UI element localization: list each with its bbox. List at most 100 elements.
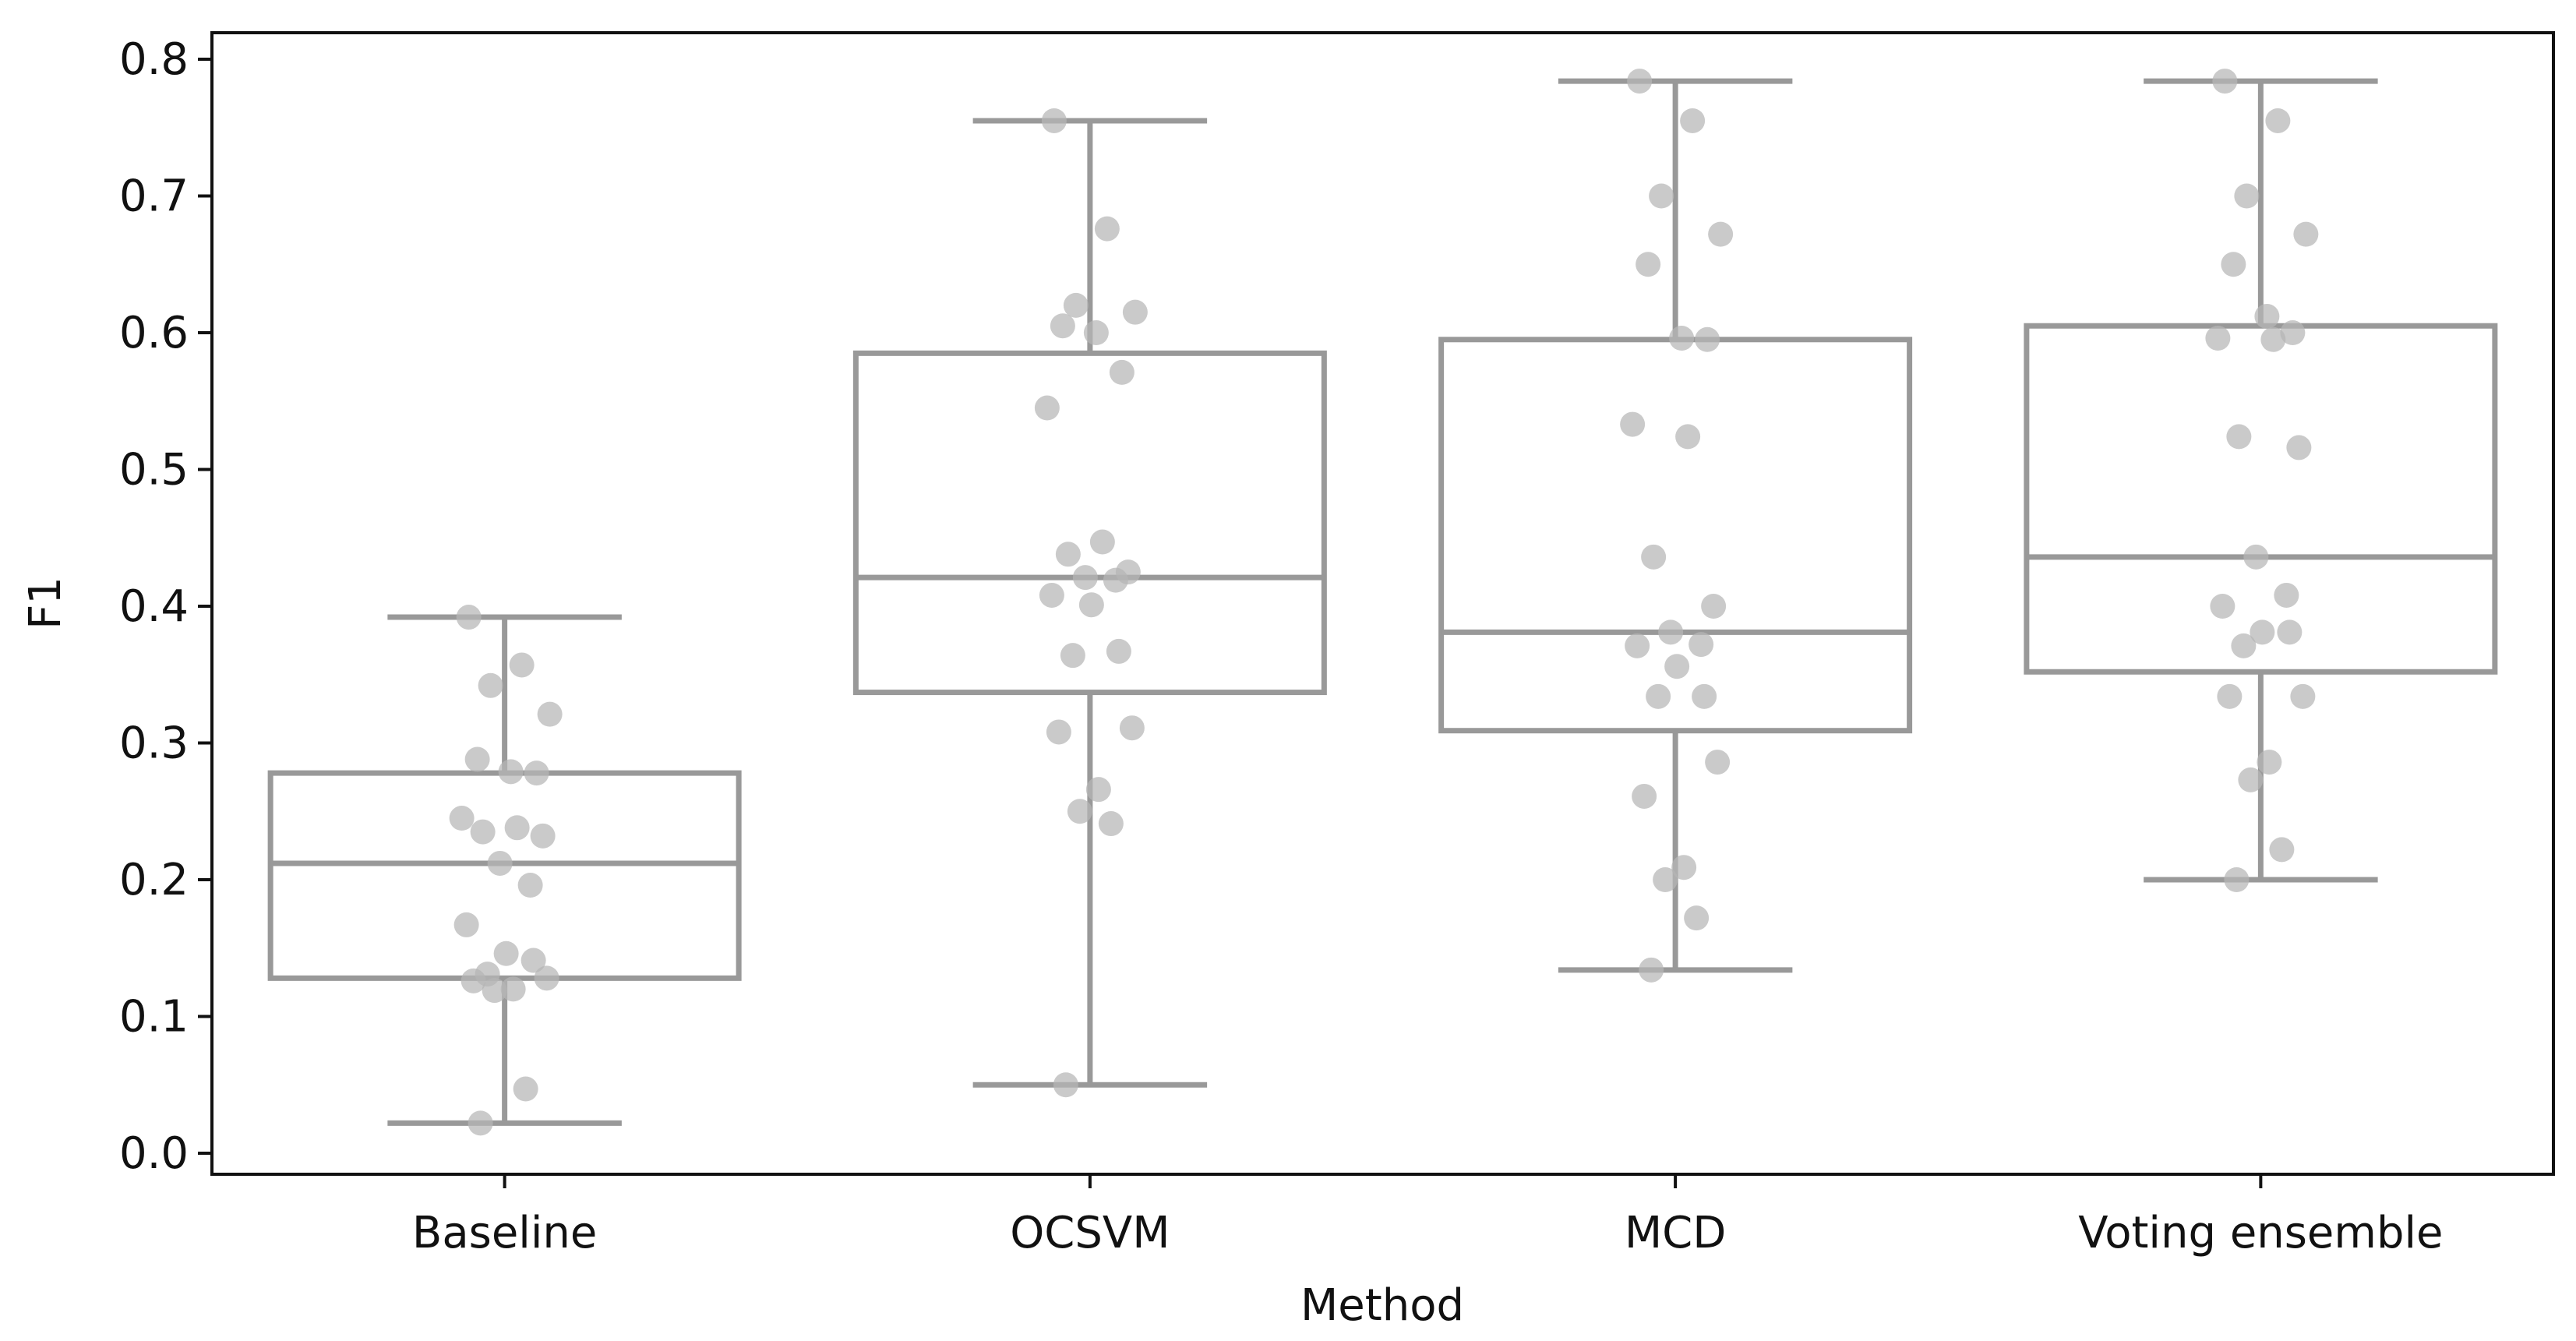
data-point — [1083, 320, 1109, 345]
data-point — [1053, 1072, 1078, 1098]
data-point — [2243, 544, 2269, 570]
data-point — [2234, 183, 2260, 209]
data-point — [1094, 216, 1120, 242]
x-tick-label: OCSVM — [1010, 1208, 1170, 1258]
data-point — [1658, 619, 1684, 645]
data-point — [1078, 592, 1104, 618]
data-point — [2224, 867, 2250, 892]
data-point — [1680, 108, 1706, 133]
data-point — [2269, 837, 2295, 863]
data-point — [524, 760, 549, 786]
y-axis: 0.0 0.1 0.2 0.3 0.4 0.5 0.6 0.7 0.8 — [119, 34, 212, 1179]
data-point — [1103, 567, 1128, 593]
data-point — [1089, 529, 1115, 555]
y-tick-label: 0.6 — [119, 308, 189, 358]
data-point — [2280, 320, 2306, 345]
data-point — [537, 701, 563, 727]
data-point — [2257, 750, 2282, 775]
data-point — [1653, 867, 1678, 892]
data-point — [1625, 633, 1650, 658]
y-tick-label: 0.7 — [119, 171, 189, 222]
data-point — [1039, 582, 1064, 608]
data-point — [1050, 313, 1075, 339]
data-point — [2277, 619, 2303, 645]
y-tick-label: 0.3 — [119, 718, 189, 769]
data-point — [1620, 411, 1646, 437]
data-point — [500, 976, 526, 1002]
data-point — [482, 978, 507, 1004]
data-point — [2290, 683, 2316, 709]
data-point — [1684, 905, 1710, 931]
data-point — [1106, 638, 1131, 664]
data-point — [1692, 683, 1717, 709]
data-point — [534, 965, 559, 991]
data-point — [2226, 424, 2252, 450]
data-point — [1695, 326, 1720, 352]
data-point — [1109, 359, 1134, 385]
iqr-box — [852, 350, 1327, 696]
data-point — [1649, 183, 1674, 209]
data-point — [509, 652, 535, 678]
y-tick-label: 0.5 — [119, 445, 189, 496]
data-point — [2274, 582, 2299, 608]
data-point — [1072, 565, 1098, 591]
data-point — [1708, 221, 1734, 247]
data-point — [2221, 252, 2246, 277]
y-tick-label: 0.8 — [119, 34, 189, 85]
data-point — [1119, 715, 1145, 741]
data-point — [1627, 69, 1653, 94]
data-point — [1060, 643, 1085, 669]
data-point — [478, 672, 503, 698]
data-point — [498, 759, 524, 785]
data-point — [453, 912, 479, 937]
x-axis-label: Method — [1300, 1280, 1464, 1331]
data-point — [1669, 326, 1695, 351]
data-point — [1034, 395, 1060, 421]
x-tick-label: Voting ensemble — [2078, 1208, 2443, 1258]
data-point — [1701, 594, 1727, 619]
data-point — [461, 968, 486, 993]
data-point — [1067, 799, 1092, 824]
data-point — [1632, 783, 1657, 809]
data-point — [2254, 303, 2280, 329]
data-point — [1675, 424, 1701, 450]
boxes-layer — [267, 78, 2498, 1126]
plot-frame — [210, 31, 2555, 1176]
data-point — [517, 873, 543, 898]
data-point — [2250, 619, 2275, 645]
data-point — [2205, 326, 2231, 351]
data-point — [2217, 683, 2243, 709]
data-point — [487, 850, 513, 876]
data-point — [2260, 326, 2286, 352]
x-tick-label: Baseline — [412, 1208, 597, 1258]
data-point — [2210, 594, 2235, 619]
y-tick-label: 0.4 — [119, 581, 189, 632]
x-tick-label: MCD — [1625, 1208, 1727, 1258]
box-group — [852, 118, 1327, 1088]
y-axis-label: F1 — [20, 577, 71, 630]
data-point — [1055, 542, 1081, 567]
data-point — [2293, 221, 2319, 247]
data-point — [1641, 544, 1667, 570]
data-point — [1664, 654, 1690, 679]
y-tick-label: 0.0 — [119, 1128, 189, 1179]
data-point — [2286, 435, 2312, 461]
data-point — [1705, 750, 1731, 775]
y-tick-label: 0.1 — [119, 992, 189, 1043]
data-point — [1098, 811, 1124, 837]
data-point — [2238, 767, 2264, 792]
y-tick-label: 0.2 — [119, 855, 189, 905]
data-point — [1646, 683, 1671, 709]
x-axis: Baseline OCSVM MCD Voting ensemble — [412, 1174, 2444, 1258]
data-point — [1063, 292, 1089, 318]
data-point — [1041, 108, 1067, 133]
data-point — [1636, 252, 1661, 277]
data-point — [1671, 855, 1697, 880]
data-point — [470, 819, 496, 845]
data-point — [1639, 957, 1664, 983]
data-point — [513, 1076, 538, 1102]
data-point — [1046, 719, 1071, 745]
data-point — [493, 940, 519, 966]
